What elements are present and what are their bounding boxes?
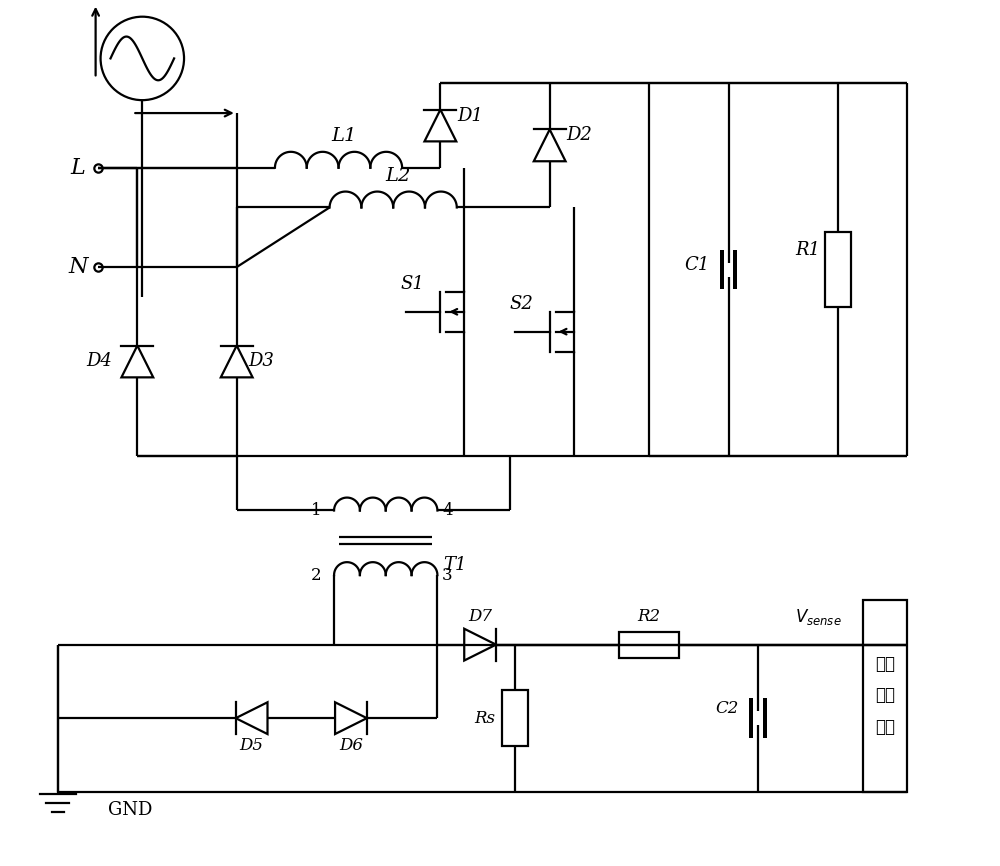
Text: L2: L2 — [385, 166, 411, 184]
Text: N: N — [68, 256, 87, 278]
Text: GND: GND — [108, 800, 152, 818]
Text: L: L — [70, 157, 85, 178]
Bar — [825, 232, 851, 307]
Text: R1: R1 — [796, 241, 821, 259]
Bar — [863, 600, 907, 792]
Text: S1: S1 — [401, 275, 425, 293]
Bar — [502, 690, 528, 746]
Text: 2: 2 — [311, 566, 321, 584]
Text: $V_{sense}$: $V_{sense}$ — [795, 607, 841, 627]
Text: 4: 4 — [442, 502, 453, 519]
Text: R2: R2 — [637, 608, 661, 625]
Text: D6: D6 — [339, 738, 363, 754]
Text: Rs: Rs — [475, 709, 496, 727]
Text: D1: D1 — [457, 107, 483, 125]
Text: T1: T1 — [444, 556, 467, 574]
Text: D4: D4 — [87, 352, 113, 371]
Bar — [619, 631, 679, 657]
Text: D7: D7 — [468, 608, 492, 625]
Text: C2: C2 — [715, 700, 738, 717]
Text: 1: 1 — [311, 502, 321, 519]
Text: C1: C1 — [684, 255, 709, 274]
Text: 3: 3 — [442, 566, 453, 584]
Text: 处理: 处理 — [875, 688, 895, 704]
Text: 信号: 信号 — [875, 656, 895, 673]
Text: D5: D5 — [240, 738, 264, 754]
Text: D3: D3 — [249, 352, 274, 371]
Text: 芯片: 芯片 — [875, 719, 895, 736]
Text: S2: S2 — [510, 294, 534, 313]
Text: L1: L1 — [331, 127, 356, 145]
Text: D2: D2 — [567, 126, 592, 145]
